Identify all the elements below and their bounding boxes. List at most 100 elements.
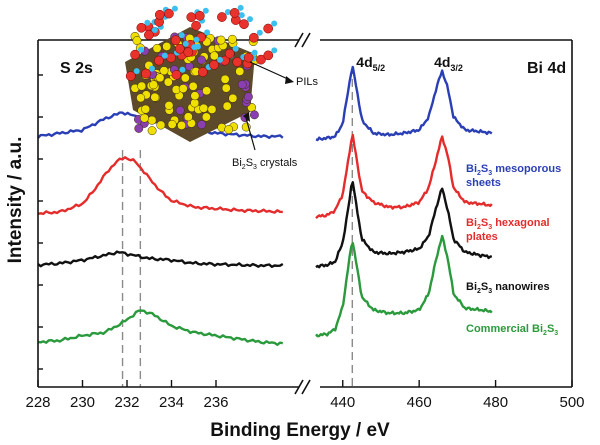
pil-atom: [170, 35, 181, 46]
series-line-bi4d-2: [315, 181, 493, 269]
crystal-atom: [180, 73, 190, 83]
axis-break-mark-1: [294, 379, 311, 395]
crystal-atom: [159, 66, 169, 76]
crystal-atom: [178, 84, 188, 94]
pil-atom: [271, 20, 278, 27]
crystal-arrow-icon: [243, 112, 250, 122]
crystal-atom: [237, 80, 247, 89]
crystal-atom: [209, 51, 219, 61]
pil-atom: [125, 71, 136, 81]
pil-atom: [256, 29, 263, 36]
pil-atom: [251, 49, 258, 56]
crystal-atom: [137, 81, 147, 91]
pil-atom: [232, 45, 239, 52]
crystal-atom: [235, 66, 245, 76]
series-line-s2s-2: [37, 250, 284, 268]
crystal-atom: [152, 43, 162, 53]
pil-atom: [133, 68, 140, 75]
pil-atom: [130, 49, 140, 60]
pil-atom: [217, 56, 224, 63]
crystal-atom: [228, 93, 238, 103]
pil-atom: [224, 48, 235, 59]
crystal-atom: [177, 120, 187, 130]
crystal-atom: [216, 35, 226, 45]
pil-atom: [171, 5, 178, 12]
series-line-bi4d-0: [315, 65, 493, 142]
pil-atom: [239, 19, 249, 29]
crystal-atom: [163, 77, 173, 87]
crystal-atom: [243, 92, 253, 102]
pil-atom: [224, 9, 231, 16]
series-line-bi4d-3: [315, 234, 493, 338]
pil-atom: [186, 12, 197, 22]
pil-atom: [229, 8, 240, 18]
pil-atom: [144, 30, 154, 40]
pil-atom: [154, 55, 164, 66]
pil-atom: [183, 47, 194, 58]
pils-arrow-icon: [285, 76, 294, 84]
pil-atom: [179, 66, 186, 73]
pil-atom: [202, 7, 209, 14]
crystal-atom: [164, 101, 174, 110]
pil-atom: [232, 57, 243, 67]
crystal-callout-line: [245, 117, 256, 151]
pil-atom: [151, 26, 158, 33]
crystal-atom: [134, 123, 144, 133]
pil-atom: [182, 40, 189, 47]
pil-atom: [217, 12, 227, 22]
x-tick-label-1-3: 500: [559, 394, 584, 411]
crystal-illustration: [125, 4, 278, 142]
x-tick-label-1-1: 460: [407, 394, 432, 411]
crystal-atom: [224, 125, 234, 134]
pil-atom: [191, 44, 198, 51]
x-tick-label-0-2: 232: [114, 394, 139, 411]
axis-break-mark-0: [294, 32, 311, 48]
pil-atom: [148, 65, 155, 72]
pil-atom: [191, 20, 201, 31]
pil-atom: [263, 23, 274, 34]
crystal-atom: [183, 112, 193, 122]
crystal-atom: [149, 80, 158, 90]
peak-label-1: 4d3/2: [434, 54, 463, 73]
pil-atom: [204, 29, 211, 36]
crystal-atom: [162, 42, 172, 51]
x-tick-label-0-0: 228: [25, 394, 50, 411]
crystal-atom: [147, 115, 157, 125]
crystal-atom: [207, 104, 217, 114]
pil-atom: [136, 22, 147, 33]
pil-atom: [248, 32, 259, 43]
crystal-atom: [197, 55, 206, 65]
crystal-atom: [199, 103, 209, 113]
panel-label-bi4d: Bi 4d: [527, 60, 566, 77]
x-axis-title: Binding Energy / eV: [210, 420, 390, 441]
pil-atom: [263, 50, 274, 61]
pil-atom: [243, 52, 254, 63]
pil-atom: [171, 69, 182, 80]
x-tick-label-1-0: 440: [330, 394, 355, 411]
panel-label-s2s: S 2s: [60, 60, 93, 77]
series-label-0-line-0: Bi2S3 mesoporous: [466, 163, 561, 177]
crystal-atom: [175, 105, 185, 115]
y-axis-title: Intensity / a.u.: [5, 137, 26, 264]
pil-atom: [138, 46, 145, 53]
pil-atom: [193, 36, 200, 43]
x-tick-label-0-4: 236: [203, 394, 228, 411]
series-line-s2s-3: [37, 309, 284, 346]
crystal-inset: PILs Bi2S3 crystals: [125, 4, 319, 171]
pil-atom: [178, 32, 185, 39]
pil-atom: [141, 68, 151, 79]
pil-atom: [166, 52, 176, 63]
crystal-atom: [190, 91, 200, 101]
crystal-atom: [222, 101, 232, 111]
pil-atom: [154, 9, 165, 20]
series-line-s2s-1: [37, 156, 283, 215]
crystal-atom: [249, 110, 259, 120]
pil-atom: [209, 60, 219, 70]
crystal-atom: [155, 73, 165, 83]
crystal-atom: [150, 92, 160, 102]
pil-atom: [144, 19, 151, 26]
series-label-1-line-0: Bi2S3 hexagonal: [466, 217, 550, 231]
